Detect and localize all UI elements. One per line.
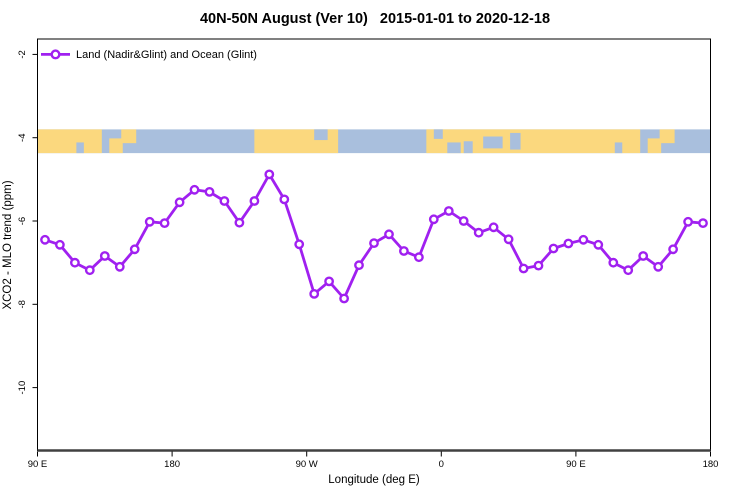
- data-point-marker: [548, 243, 559, 254]
- series-line: [44, 172, 704, 300]
- chart-title: 40N-50N August (Ver 10) 2015-01-01 to 20…: [199, 11, 551, 27]
- world-map-strip: [37, 129, 711, 154]
- legend-label: Land (Nadir&Glint) and Ocean (Glint): [76, 49, 257, 61]
- data-point-marker: [518, 263, 529, 274]
- data-series: [40, 169, 708, 304]
- map-land-segment: [426, 129, 641, 154]
- data-point-marker: [578, 234, 589, 245]
- map-land-segment: [109, 138, 123, 154]
- map-land-segment: [37, 129, 102, 154]
- legend: Land (Nadir&Glint) and Ocean (Glint): [41, 49, 257, 61]
- data-point-marker: [174, 197, 185, 208]
- map-ocean-segment: [483, 136, 503, 149]
- data-point-marker: [369, 238, 379, 249]
- legend-marker-icon: [50, 49, 61, 60]
- x-tick-label: 90 E: [566, 459, 586, 470]
- map-land-segment: [121, 129, 137, 144]
- data-point-marker: [279, 194, 290, 205]
- x-tick-label: 180: [703, 459, 719, 470]
- data-point-marker: [339, 293, 349, 304]
- data-point-marker: [114, 261, 125, 272]
- x-tick-label: 90 E: [28, 459, 48, 470]
- data-point-marker: [324, 276, 334, 287]
- data-point-marker: [159, 218, 170, 229]
- map-ocean-segment: [76, 142, 84, 154]
- x-axis-title: Longitude (deg E): [328, 474, 420, 486]
- data-point-marker: [294, 239, 305, 250]
- data-point-marker: [189, 184, 200, 195]
- data-point-marker: [84, 265, 95, 276]
- map-ocean-segment: [433, 129, 443, 139]
- data-point-marker: [40, 234, 50, 245]
- data-point-marker: [533, 260, 544, 271]
- y-tick-label: -8: [17, 300, 28, 308]
- map-ocean-segment: [314, 129, 328, 141]
- map-land-segment: [659, 129, 675, 144]
- data-point-marker: [219, 196, 230, 206]
- data-point-marker: [70, 257, 80, 268]
- data-point-marker: [638, 251, 649, 261]
- x-tick-label: 90 W: [296, 459, 318, 470]
- data-point-marker: [99, 251, 110, 261]
- data-point-marker: [668, 244, 678, 255]
- map-ocean-segment: [510, 132, 521, 150]
- map-ocean-segment: [614, 142, 623, 154]
- x-tick-label: 180: [164, 459, 180, 470]
- y-tick-label: -6: [17, 217, 28, 225]
- data-point-marker: [473, 227, 484, 238]
- data-point-marker: [204, 186, 215, 197]
- data-point-marker: [129, 244, 140, 255]
- axis-ticks: 90 E 180 90 W 0 90 E 180 -2 -4 -6 -8 -10: [17, 50, 718, 470]
- data-point-marker: [608, 257, 619, 268]
- y-tick-label: -10: [17, 381, 28, 395]
- data-point-marker: [698, 218, 708, 229]
- data-point-marker: [309, 288, 320, 299]
- data-point-marker: [428, 214, 439, 225]
- data-point-marker: [398, 246, 409, 256]
- x-tick-label: 0: [439, 459, 444, 470]
- data-point-marker: [234, 217, 245, 228]
- data-point-marker: [458, 216, 469, 226]
- data-point-marker: [488, 222, 499, 233]
- data-point-marker: [384, 229, 394, 240]
- data-point-marker: [443, 206, 454, 216]
- plot-frame: [37, 38, 711, 452]
- data-point-marker: [623, 265, 634, 276]
- map-land-segment: [647, 138, 662, 154]
- data-point-marker: [264, 169, 275, 180]
- data-point-marker: [503, 234, 514, 245]
- map-ocean-segment: [463, 141, 473, 154]
- data-point-marker: [144, 216, 155, 227]
- y-tick-label: -2: [17, 50, 28, 58]
- data-point-marker: [55, 239, 65, 250]
- data-point-marker: [653, 261, 664, 272]
- y-tick-label: -4: [17, 133, 28, 141]
- data-point-marker: [249, 196, 260, 206]
- data-point-marker: [563, 238, 574, 249]
- data-point-marker: [683, 216, 693, 227]
- data-point-marker: [593, 239, 604, 250]
- data-point-marker: [413, 252, 424, 263]
- y-axis-title: XCO2 - MLO trend (ppm): [2, 180, 14, 309]
- data-point-marker: [354, 260, 364, 271]
- map-ocean-segment: [447, 142, 461, 154]
